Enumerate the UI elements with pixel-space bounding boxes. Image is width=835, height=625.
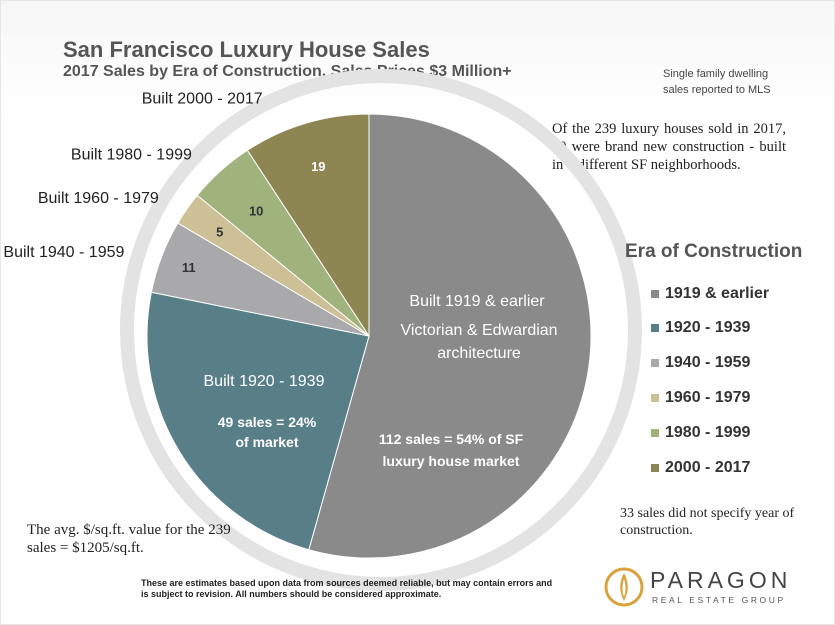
slice-category-label: Built 1960 - 1979	[38, 190, 159, 207]
legend-swatch	[651, 290, 659, 298]
legend-item: 1919 & earlier	[651, 285, 769, 303]
slice-category-label: Built 1980 - 1999	[71, 146, 192, 163]
pie-slice-1919-earlier	[308, 113, 592, 559]
slice-note-title: Built 1920 - 1939	[204, 373, 325, 390]
slice-note-subtitle: Victorian & Edwardian	[400, 322, 557, 339]
pie-slice-1920-1939	[146, 291, 370, 551]
slice-note-title: Built 1919 & earlier	[409, 293, 545, 310]
legend-swatch	[651, 464, 659, 472]
legend-swatch	[651, 359, 659, 367]
legend-swatch	[651, 324, 659, 332]
legend-item: 1980 - 1999	[651, 424, 750, 442]
logo-wordmark: PARAGON	[650, 567, 792, 593]
legend-label: 1920 - 1939	[665, 319, 751, 336]
slice-value-label: 19	[311, 159, 325, 174]
slice-value-label: 10	[249, 204, 263, 219]
slice-note-share: 112 sales = 54% of SF	[379, 431, 524, 447]
slice-note-share: of market	[235, 434, 298, 450]
legend-swatch	[651, 429, 659, 437]
slice-note-subtitle: architecture	[437, 345, 521, 362]
legend-swatch	[651, 394, 659, 402]
paragon-logo-icon	[604, 567, 644, 607]
chart-title: San Francisco Luxury House Sales	[63, 37, 430, 62]
pie-slice-2000-2017	[246, 113, 370, 338]
legend-label: 1960 - 1979	[665, 389, 751, 406]
slice-category-label: Built 2000 - 2017	[142, 91, 263, 108]
missing-year-note: 33 sales did not specify year of constru…	[620, 506, 795, 538]
legend-item: 2000 - 2017	[651, 459, 750, 477]
legend-label: 1919 & earlier	[665, 285, 770, 302]
mls-note: Single family dwelling sales reported to…	[663, 68, 771, 96]
slice-note-share: 49 sales = 24%	[218, 414, 317, 430]
avg-price-note: The avg. $/sq.ft. value for the 239 sale…	[27, 522, 231, 556]
slice-value-label: 11	[182, 260, 196, 275]
disclaimer: These are estimates based upon data from…	[141, 578, 553, 599]
legend-title: Era of Construction	[625, 241, 803, 262]
legend-item: 1940 - 1959	[651, 354, 750, 372]
legend-label: 1980 - 1999	[665, 424, 751, 441]
decorative-ring	[120, 69, 642, 591]
legend-label: 1940 - 1959	[665, 354, 751, 371]
slice-value-label: 5	[216, 225, 223, 240]
brand-new-note: Of the 239 luxury houses sold in 2017, 1…	[552, 121, 786, 173]
legend-label: 2000 - 2017	[665, 459, 751, 476]
slice-category-label: Built 1940 - 1959	[3, 244, 124, 261]
legend-item: 1920 - 1939	[651, 319, 750, 337]
logo-tagline: REAL ESTATE GROUP	[652, 595, 786, 605]
legend-item: 1960 - 1979	[651, 389, 750, 407]
slice-note-share: luxury house market	[383, 453, 520, 469]
